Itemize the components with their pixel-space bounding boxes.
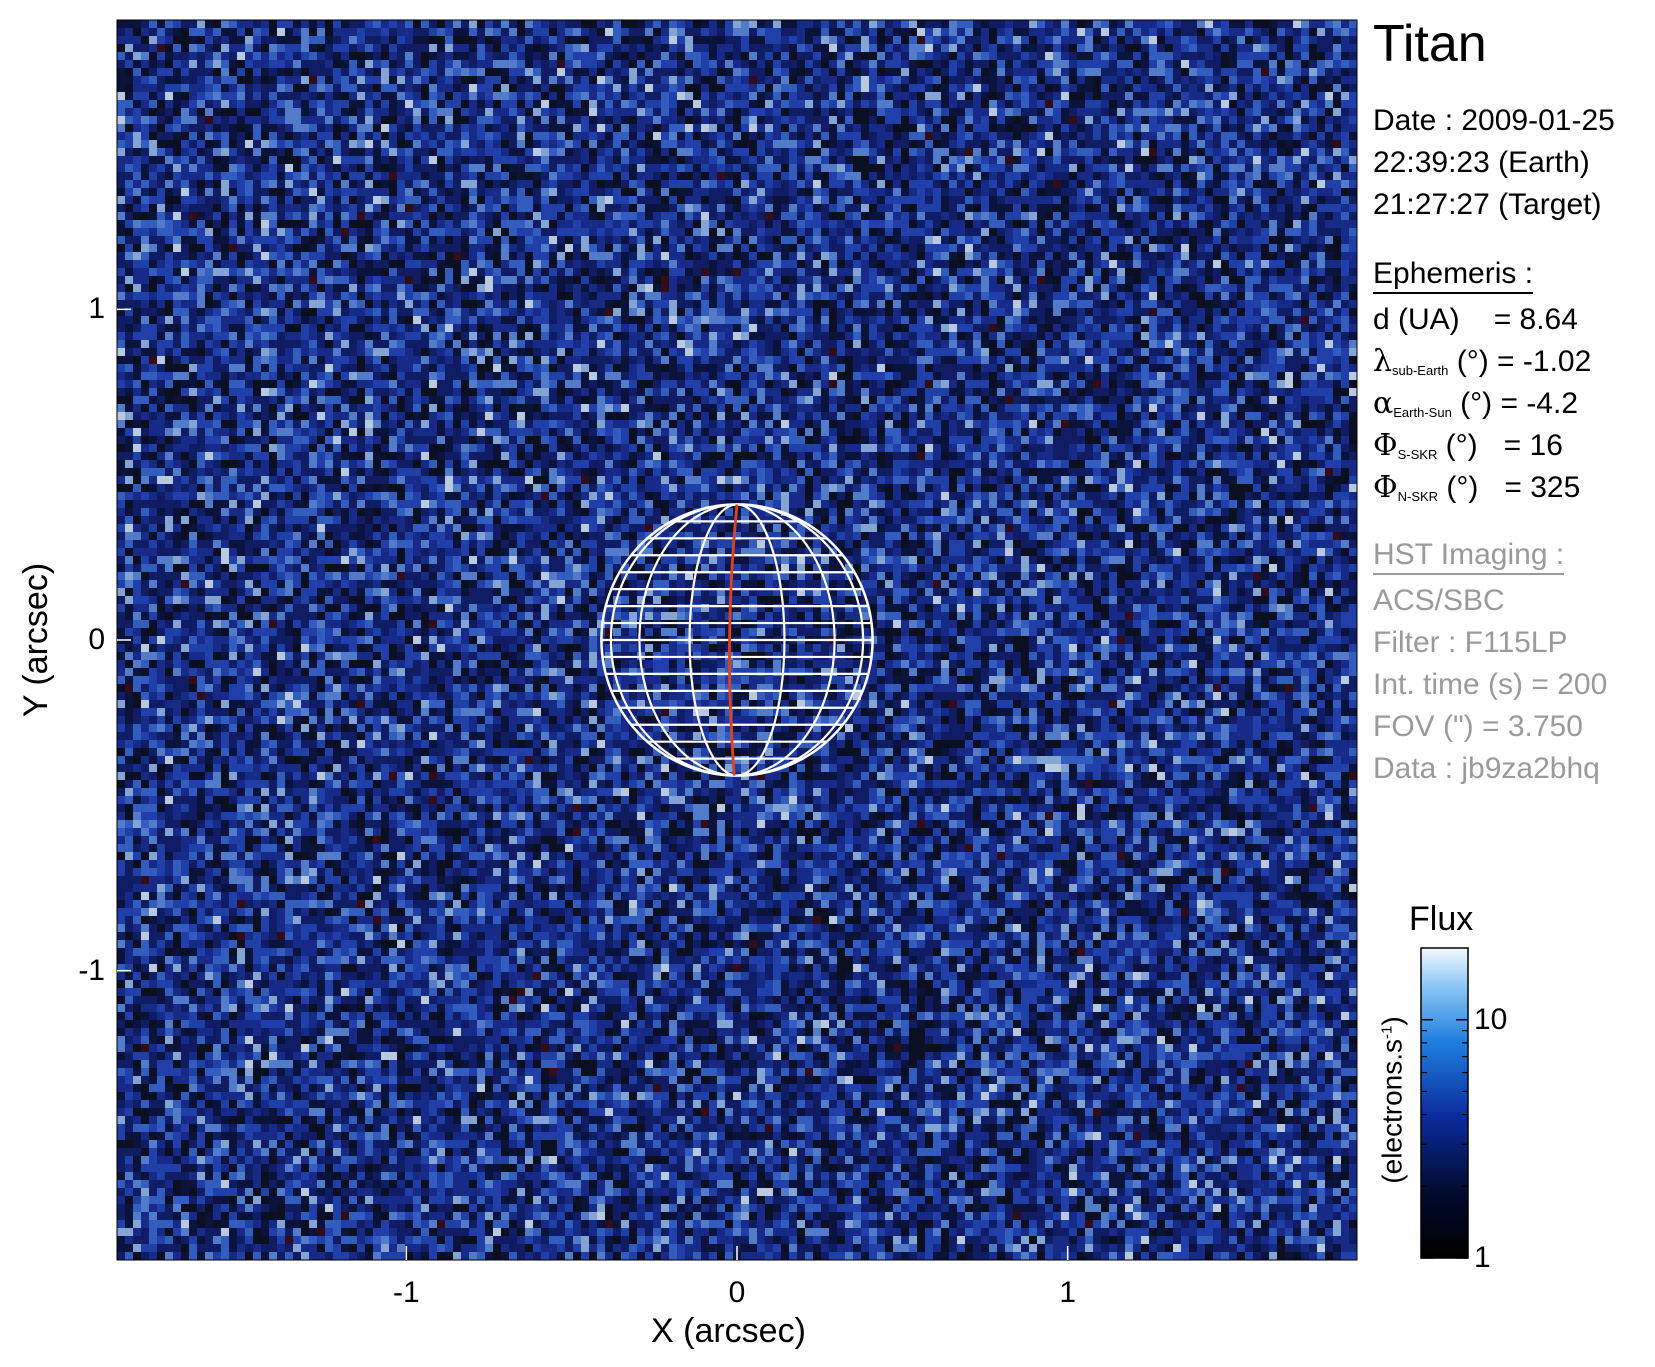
date-line: Date : 2009-01-25 (1373, 104, 1615, 138)
phi-s-symbol: Φ (1373, 428, 1398, 463)
y-tick-label: 0 (88, 623, 105, 657)
alpha-sub: Earth-Sun (1393, 405, 1452, 420)
x-axis-ticks (405, 1246, 1069, 1260)
x-tick-label: -1 (393, 1276, 420, 1310)
x-axis-label: X (arcsec) (651, 1312, 806, 1350)
y-axis-ticks (117, 308, 131, 972)
ephem-lambda: λsub-Earth (°) = -1.02 (1373, 345, 1591, 388)
colorbar (1420, 947, 1469, 1259)
hst-instrument: ACS/SBC (1373, 584, 1505, 618)
detector-noise (117, 20, 1357, 1260)
colorbar-ticks (1421, 1018, 1468, 1259)
lambda-value: = -1.02 (1489, 345, 1591, 378)
colorbar-label-text: (electrons.s (1377, 1039, 1408, 1184)
alpha-unit: (°) (1452, 387, 1492, 420)
phi-n-sub: N-SKR (1398, 489, 1438, 504)
y-axis-label: Y (arcsec) (17, 563, 55, 717)
hst-int-time: Int. time (s) = 200 (1373, 668, 1607, 702)
hst-header-text: HST Imaging : (1373, 538, 1565, 575)
planet-grid-overlay (600, 503, 874, 777)
x-tick-label: 1 (1059, 1276, 1076, 1310)
ephemeris-header-text: Ephemeris : (1373, 257, 1534, 294)
x-tick-label: 0 (729, 1276, 746, 1310)
target-time: 21:27:27 (Target) (1373, 188, 1601, 222)
hst-filter: Filter : F115LP (1373, 626, 1568, 660)
phi-s-unit: (°) (1437, 429, 1478, 462)
central-meridian (728, 504, 739, 776)
phi-s-value: = 16 (1504, 429, 1563, 462)
ephem-distance: d (UA) = 8.64 (1373, 303, 1578, 337)
phi-s-sub: S-SKR (1398, 447, 1438, 462)
colorbar-gradient (1420, 947, 1469, 1259)
y-tick-label: 1 (88, 292, 105, 326)
colorbar-tick-label: 10 (1474, 1003, 1507, 1037)
hst-data-id: Data : jb9za2bhq (1373, 752, 1600, 786)
distance-label: d (UA) (1373, 303, 1460, 336)
alpha-symbol: α (1373, 386, 1393, 421)
ephem-alpha: αEarth-Sun (°) = -4.2 (1373, 387, 1578, 430)
hst-fov: FOV (") = 3.750 (1373, 710, 1583, 744)
hst-header: HST Imaging : (1373, 538, 1565, 575)
colorbar-tick-label: 1 (1474, 1241, 1491, 1275)
colorbar-label-end: ) (1377, 1016, 1408, 1025)
colorbar-title: Flux (1409, 902, 1473, 936)
colorbar-label-sup: -1 (1378, 1026, 1395, 1039)
phi-n-symbol: Φ (1373, 470, 1398, 505)
uv-image (117, 20, 1357, 1260)
longitude-line (609, 504, 865, 776)
phi-n-value: = 325 (1504, 471, 1580, 504)
lambda-unit: (°) (1448, 345, 1489, 378)
lambda-symbol: λ (1373, 344, 1392, 379)
colorbar-label: (electrons.s-1) (1368, 1016, 1411, 1183)
ephem-phi-s: ΦS-SKR (°) = 16 (1373, 429, 1563, 472)
ephem-phi-n: ΦN-SKR (°) = 325 (1373, 471, 1580, 514)
target-name: Titan (1373, 16, 1487, 72)
phi-n-unit: (°) (1438, 471, 1478, 504)
alpha-value: = -4.2 (1492, 387, 1578, 420)
longitude-line (638, 504, 836, 776)
longitude-line (688, 504, 786, 776)
earth-time: 22:39:23 (Earth) (1373, 146, 1590, 180)
lambda-sub: sub-Earth (1392, 363, 1448, 378)
ephemeris-header: Ephemeris : (1373, 257, 1534, 294)
distance-value: = 8.64 (1494, 303, 1578, 336)
y-tick-label: -1 (78, 954, 105, 988)
